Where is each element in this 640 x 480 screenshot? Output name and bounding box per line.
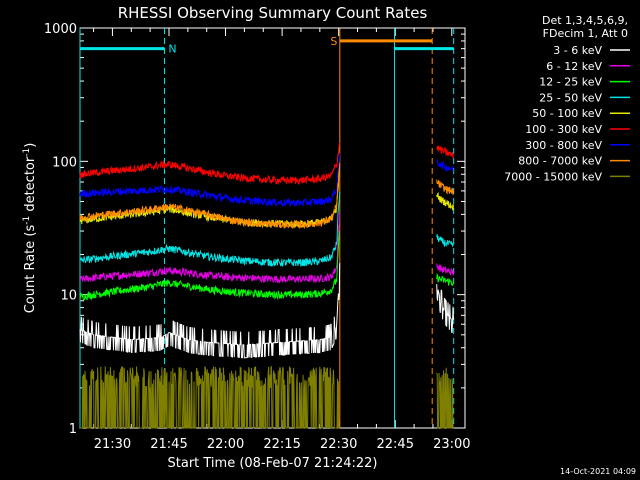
x-tick-label: 21:45 xyxy=(150,437,187,452)
marker-lines xyxy=(79,28,455,428)
y-tick-label: 10 xyxy=(60,289,77,304)
y-axis-label-part: ) xyxy=(23,143,38,148)
series-line-2 xyxy=(79,230,341,301)
annotation-label: N xyxy=(168,43,176,56)
y-axis-label-part: detector xyxy=(23,156,38,216)
legend-label: 800 - 7000 keV xyxy=(518,155,602,168)
legend-label: 100 - 300 keV xyxy=(525,123,602,136)
x-tick-label: 21:30 xyxy=(94,437,131,452)
y-axis-label-part: Count Rate (s xyxy=(23,225,38,314)
legend-label: 6 - 12 keV xyxy=(546,60,602,73)
series-line-8 xyxy=(436,367,454,429)
series-line-8 xyxy=(80,366,340,429)
series-line-5 xyxy=(436,145,454,159)
y-axis-label-superscript: -1 xyxy=(22,148,32,157)
chart-root: 1 10 100 1000 21:30 21:45 22:00 22:15 22:30 22:45… xyxy=(22,4,636,476)
y-tick-label: 1 xyxy=(69,422,77,437)
y-tick-label: 1000 xyxy=(44,22,77,37)
y-axis-label-superscript: -1 xyxy=(22,216,32,225)
legend-header: FDecim 1, Att 0 xyxy=(543,27,628,40)
series-line-1 xyxy=(436,263,454,276)
y-tick-label: 100 xyxy=(52,155,77,170)
series-line-3 xyxy=(436,234,454,247)
series-line-2 xyxy=(436,272,454,287)
chart-title: RHESSI Observing Summary Count Rates xyxy=(118,4,428,22)
x-tick-label: 22:30 xyxy=(320,437,357,452)
annotation-label: S xyxy=(330,35,337,48)
legend-label: 50 - 100 keV xyxy=(532,107,602,120)
x-axis: 21:30 21:45 22:00 22:15 22:30 22:45 23:00 xyxy=(93,28,471,452)
footer-timestamp: 14-Oct-2021 04:09 xyxy=(560,467,636,476)
series-group xyxy=(79,142,454,429)
legend: Det 1,3,4,5,6,9,FDecim 1, Att 0 3 - 6 keV… xyxy=(504,14,630,183)
series-line-1 xyxy=(79,212,341,284)
legend-header: Det 1,3,4,5,6,9, xyxy=(542,14,628,27)
series-line-7 xyxy=(79,163,341,230)
x-tick-label: 22:45 xyxy=(377,437,414,452)
series-line-0 xyxy=(79,263,341,359)
series-line-3 xyxy=(79,191,341,268)
series-line-0 xyxy=(436,284,454,334)
y-axis-label: Count Rate (s-1 detector-1) xyxy=(22,143,38,314)
series-line-5 xyxy=(79,142,341,186)
x-tick-label: 23:00 xyxy=(433,437,470,452)
legend-label: 3 - 6 keV xyxy=(553,44,602,57)
legend-label: 300 - 800 keV xyxy=(525,139,602,152)
annotation-bars: NS xyxy=(80,35,454,56)
series-line-6 xyxy=(79,153,341,207)
x-axis-label: Start Time (08-Feb-07 21:24:22) xyxy=(168,456,378,471)
series-line-7 xyxy=(436,179,454,196)
legend-label: 25 - 50 keV xyxy=(539,91,602,104)
x-tick-label: 22:15 xyxy=(263,437,300,452)
legend-label: 12 - 25 keV xyxy=(539,76,602,89)
series-line-4 xyxy=(436,191,454,211)
x-tick-label: 22:00 xyxy=(207,437,244,452)
legend-label: 7000 - 15000 keV xyxy=(504,170,602,183)
series-line-6 xyxy=(436,158,454,173)
